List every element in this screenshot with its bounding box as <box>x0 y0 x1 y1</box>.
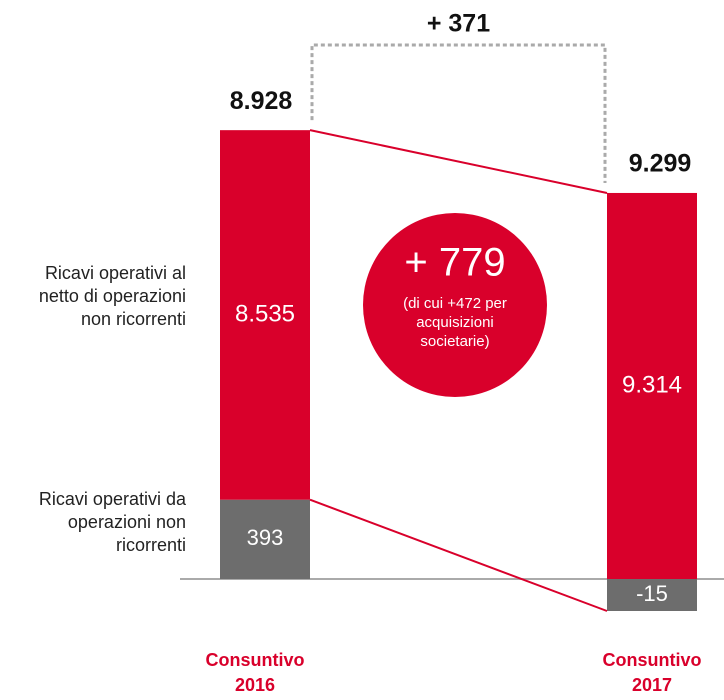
bar-segment <box>607 579 697 611</box>
highlight-circle <box>363 213 547 397</box>
circle-note: (di cui +472 per acquisizioni societarie… <box>403 295 507 350</box>
value-label: -15 <box>636 581 668 606</box>
bar-segment <box>220 130 310 500</box>
series-label: Ricavi operativi al netto di operazioni … <box>38 263 186 329</box>
difference-bracket <box>310 43 607 183</box>
series-label: Ricavi operativi da operazioni non ricor… <box>38 489 186 555</box>
circle-value: + 779 <box>404 241 505 285</box>
category-label: Consuntivo 2017 <box>602 650 702 695</box>
bar-segment <box>607 192 697 579</box>
value-label: 9.314 <box>622 371 682 398</box>
total-label: 9.299 <box>629 150 692 178</box>
connector <box>309 498 608 612</box>
connector <box>309 129 608 194</box>
total-label: 8.928 <box>230 87 293 115</box>
category-label: Consuntivo 2016 <box>205 650 305 695</box>
value-label: 393 <box>247 525 284 550</box>
difference-label: + 371 <box>427 10 490 38</box>
bar-segment <box>220 499 310 579</box>
value-label: 8.535 <box>235 300 295 327</box>
